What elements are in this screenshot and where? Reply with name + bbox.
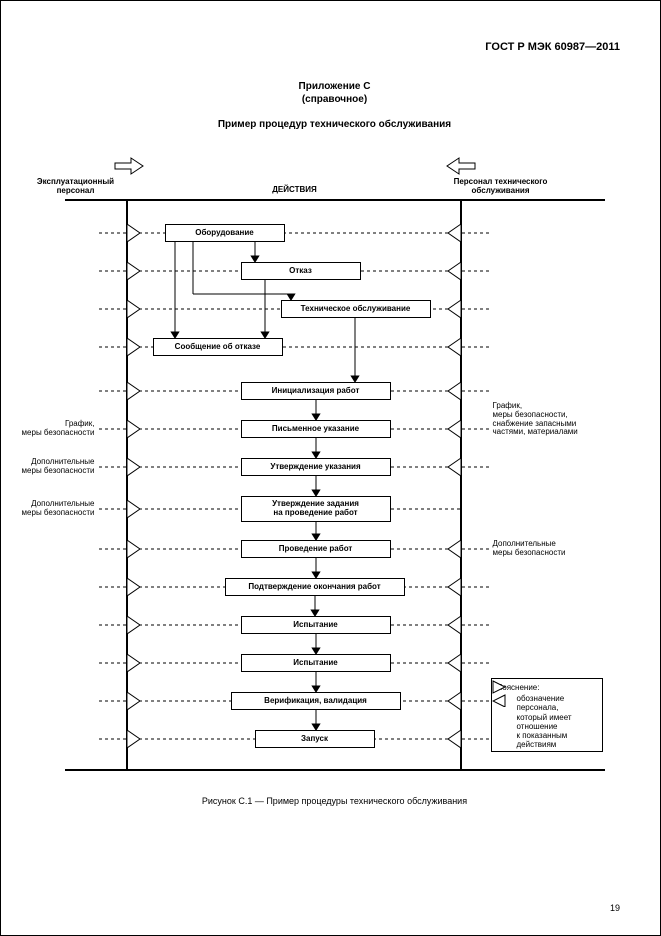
side-note-left: Дополнительные меры безопасности bbox=[0, 500, 95, 518]
legend-box: Пояснение: обозначение персонала, который… bbox=[491, 678, 603, 752]
flow-node: Отказ bbox=[241, 262, 361, 280]
flow-node: Проведение работ bbox=[241, 540, 391, 558]
flow-node: Испытание bbox=[241, 654, 391, 672]
section-title: Пример процедур технического обслуживани… bbox=[49, 119, 620, 130]
legend-row: обозначение персонала, который имеет отн… bbox=[497, 694, 597, 749]
flow-node: Сообщение об отказе bbox=[153, 338, 283, 356]
legend-icons bbox=[497, 694, 513, 749]
side-note-left: График, меры безопасности bbox=[0, 420, 95, 438]
side-note-right: График, меры безопасности, снабжение зап… bbox=[493, 402, 611, 437]
page-number: 19 bbox=[610, 903, 620, 913]
legend-triangle-icon bbox=[492, 679, 508, 707]
legend-title: Пояснение: bbox=[497, 683, 597, 692]
flow-node: Подтверждение окончания работ bbox=[225, 578, 405, 596]
lane-header: Персонал технического обслуживания bbox=[441, 178, 561, 196]
flow-node: Верификация, валидация bbox=[231, 692, 401, 710]
figure-caption: Рисунок С.1 — Пример процедуры техническ… bbox=[49, 796, 620, 806]
appendix-note: (справочное) bbox=[49, 94, 620, 105]
side-note-left: Дополнительные меры безопасности bbox=[0, 458, 95, 476]
standard-header: ГОСТ Р МЭК 60987—2011 bbox=[49, 41, 620, 53]
flow-node: Инициализация работ bbox=[241, 382, 391, 400]
flow-node: Запуск bbox=[255, 730, 375, 748]
lane-header: Эксплуатационный персонал bbox=[29, 178, 123, 196]
flow-node: Техническое обслуживание bbox=[281, 300, 431, 318]
flow-node: Утверждение задания на проведение работ bbox=[241, 496, 391, 522]
document-page: ГОСТ Р МЭК 60987—2011 Приложение С (спра… bbox=[0, 0, 661, 936]
legend-body: обозначение персонала, который имеет отн… bbox=[517, 694, 572, 749]
appendix-label: Приложение С bbox=[49, 81, 620, 92]
side-note-right: Дополнительные меры безопасности bbox=[493, 540, 611, 558]
flow-node: Утверждение указания bbox=[241, 458, 391, 476]
flow-node: Испытание bbox=[241, 616, 391, 634]
flowchart-figure: Эксплуатационный персоналДЕЙСТВИЯПерсона… bbox=[55, 142, 615, 782]
flow-node: Письменное указание bbox=[241, 420, 391, 438]
flow-node: Оборудование bbox=[165, 224, 285, 242]
lane-header: ДЕЙСТВИЯ bbox=[255, 186, 335, 195]
